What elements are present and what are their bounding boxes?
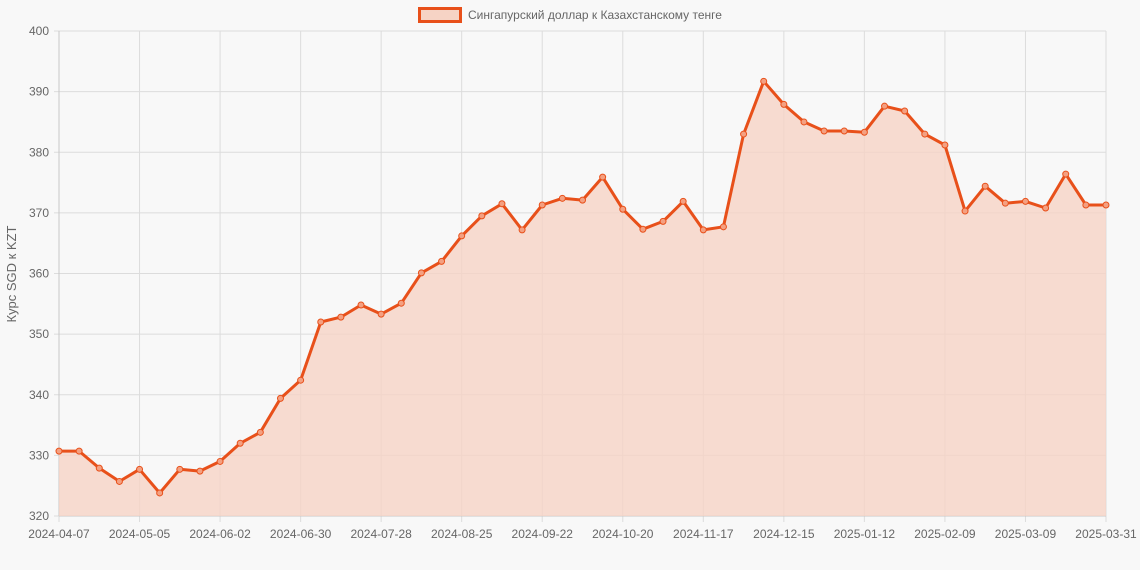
data-point[interactable] — [820, 127, 828, 135]
data-point[interactable] — [136, 465, 144, 473]
data-point[interactable] — [1082, 201, 1090, 209]
x-tick-label: 2025-03-31 — [1075, 527, 1137, 541]
data-point[interactable] — [538, 201, 546, 209]
data-point[interactable] — [881, 102, 889, 110]
data-point[interactable] — [941, 141, 949, 149]
data-point[interactable] — [397, 299, 405, 307]
data-point[interactable] — [901, 107, 909, 115]
x-tick-label: 2024-08-25 — [431, 527, 493, 541]
data-point[interactable] — [498, 200, 506, 208]
x-tick-label: 2025-01-12 — [834, 527, 896, 541]
chart-legend[interactable]: Сингапурский доллар к Казахстанскому тен… — [0, 7, 1140, 23]
x-tick-label: 2024-09-22 — [512, 527, 574, 541]
legend-label: Сингапурский доллар к Казахстанскому тен… — [468, 8, 722, 22]
data-point[interactable] — [780, 100, 788, 108]
data-point[interactable] — [961, 207, 969, 215]
data-points — [55, 77, 1110, 497]
data-point[interactable] — [599, 173, 607, 181]
data-point[interactable] — [1102, 201, 1110, 209]
data-point[interactable] — [1001, 199, 1009, 207]
data-point[interactable] — [699, 226, 707, 234]
data-point[interactable] — [216, 457, 224, 465]
data-point[interactable] — [840, 127, 848, 135]
data-point[interactable] — [458, 232, 466, 240]
data-point[interactable] — [1021, 197, 1029, 205]
y-tick-label: 360 — [29, 267, 49, 281]
data-point[interactable] — [619, 205, 627, 213]
data-point[interactable] — [256, 428, 264, 436]
x-tick-label: 2024-05-05 — [109, 527, 171, 541]
y-tick-label: 330 — [29, 448, 49, 462]
y-axis-ticks: 320 330 340 350 360 370 380 390 400 — [29, 24, 49, 523]
y-tick-label: 350 — [29, 327, 49, 341]
data-point[interactable] — [558, 194, 566, 202]
x-tick-label: 2024-04-07 — [28, 527, 90, 541]
area-fill — [59, 81, 1106, 517]
data-point[interactable] — [317, 318, 325, 326]
x-axis-ticks: 2024-04-07 2024-05-05 2024-06-02 2024-06-30… — [28, 527, 1137, 541]
legend-swatch — [418, 7, 463, 23]
data-point[interactable] — [357, 301, 365, 309]
data-point[interactable] — [1042, 204, 1050, 212]
y-axis-label: Курс SGD к KZT — [4, 225, 19, 322]
data-point[interactable] — [75, 447, 83, 455]
data-point[interactable] — [417, 269, 425, 277]
x-tick-label: 2024-07-28 — [350, 527, 412, 541]
data-point[interactable] — [639, 225, 647, 233]
x-tick-label: 2024-12-15 — [753, 527, 815, 541]
x-tick-label: 2024-06-30 — [270, 527, 332, 541]
x-tick-label: 2025-02-09 — [914, 527, 976, 541]
data-point[interactable] — [760, 77, 768, 85]
data-point[interactable] — [860, 128, 868, 136]
data-point[interactable] — [276, 394, 284, 402]
y-tick-label: 380 — [29, 145, 49, 159]
data-point[interactable] — [55, 447, 63, 455]
y-tick-label: 400 — [29, 24, 49, 38]
data-point[interactable] — [377, 310, 385, 318]
data-point[interactable] — [679, 197, 687, 205]
data-point[interactable] — [115, 477, 123, 485]
y-tick-label: 320 — [29, 509, 49, 523]
data-point[interactable] — [478, 212, 486, 220]
data-point[interactable] — [579, 196, 586, 204]
data-point[interactable] — [176, 465, 184, 473]
data-point[interactable] — [297, 376, 305, 384]
x-tick-label: 2025-03-09 — [995, 527, 1057, 541]
x-tick-label: 2024-11-17 — [673, 527, 734, 541]
data-point[interactable] — [438, 257, 446, 265]
y-tick-label: 340 — [29, 388, 49, 402]
data-point[interactable] — [719, 223, 727, 231]
data-point[interactable] — [740, 130, 748, 138]
data-point[interactable] — [196, 467, 204, 475]
data-point[interactable] — [156, 489, 164, 497]
x-tick-label: 2024-06-02 — [189, 527, 251, 541]
y-tick-label: 370 — [29, 206, 49, 220]
y-tick-label: 390 — [29, 85, 49, 99]
data-point[interactable] — [337, 313, 345, 321]
data-point[interactable] — [95, 464, 103, 472]
data-point[interactable] — [800, 118, 808, 126]
data-point[interactable] — [981, 182, 989, 190]
data-point[interactable] — [1062, 170, 1070, 178]
data-point[interactable] — [236, 439, 244, 447]
data-point[interactable] — [518, 226, 526, 234]
x-tick-label: 2024-10-20 — [592, 527, 654, 541]
data-point[interactable] — [921, 130, 929, 138]
data-point[interactable] — [659, 217, 667, 225]
